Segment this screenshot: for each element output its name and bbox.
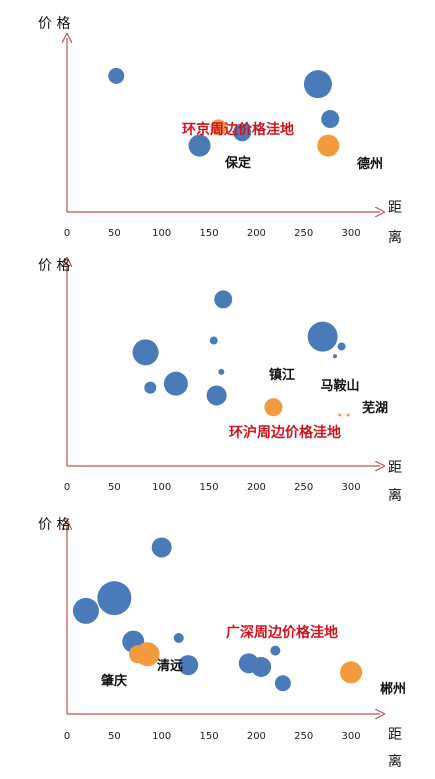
data-point [173, 632, 184, 643]
city-label: 郴州 [380, 682, 406, 697]
y-axis-label: 价 格 [38, 16, 70, 32]
x-tick-label: 250 [294, 731, 313, 742]
city-label: 芜湖 [362, 400, 388, 416]
city-label: 德州 [357, 156, 383, 172]
data-point [274, 675, 291, 692]
data-point [97, 581, 132, 616]
x-axis-label: 距 [388, 727, 402, 743]
city-label: 肇庆 [100, 673, 127, 689]
data-point [337, 342, 346, 351]
x-tick-label: 50 [108, 482, 121, 493]
data-point [332, 354, 337, 359]
x-tick-label: 50 [108, 228, 121, 239]
data-point [108, 67, 125, 84]
highlight-point [135, 642, 160, 667]
x-tick-label: 150 [199, 482, 218, 493]
x-tick-label: 300 [342, 482, 361, 493]
y-axis-label: 价 格 [38, 258, 70, 274]
data-point [163, 371, 188, 396]
x-tick-label: 0 [64, 482, 70, 493]
data-point [206, 385, 227, 406]
data-point [72, 597, 99, 624]
data-point [251, 656, 272, 677]
highlight-point [338, 413, 342, 417]
highlight-point [317, 134, 340, 157]
data-point [321, 110, 340, 129]
data-point [151, 537, 172, 558]
x-axis-label-2: 离 [388, 753, 402, 770]
x-tick-label: 100 [152, 731, 171, 742]
chart-title: 广深周边价格洼地 [226, 624, 338, 641]
data-point [218, 368, 225, 375]
data-point [303, 70, 332, 99]
data-point [209, 336, 218, 345]
x-tick-label: 300 [342, 228, 361, 239]
data-point [307, 321, 338, 352]
x-axis-label-2: 离 [388, 229, 402, 246]
data-point [214, 290, 233, 309]
x-tick-label: 200 [247, 731, 266, 742]
chart-title: 环沪周边价格洼地 [229, 424, 341, 441]
x-tick-label: 150 [199, 228, 218, 239]
x-axis-label: 距 [388, 200, 402, 216]
data-point [270, 645, 281, 656]
data-point [178, 655, 199, 676]
highlight-point [264, 398, 283, 417]
x-tick-label: 300 [342, 731, 361, 742]
x-tick-label: 150 [199, 731, 218, 742]
city-label: 保定 [224, 155, 251, 171]
x-tick-label: 250 [294, 228, 313, 239]
x-tick-label: 0 [64, 228, 70, 239]
city-label: 马鞍山 [320, 378, 359, 394]
x-tick-label: 200 [247, 482, 266, 493]
x-tick-label: 50 [108, 731, 121, 742]
city-label: 镇江 [269, 367, 295, 383]
x-tick-label: 250 [294, 482, 313, 493]
x-tick-label: 100 [152, 228, 171, 239]
x-axis-label: 距 [388, 460, 402, 476]
y-axis-label: 价 格 [38, 517, 70, 533]
data-point [132, 339, 159, 366]
data-point [188, 134, 211, 157]
highlight-point [340, 661, 363, 684]
x-axis-label-2: 离 [388, 487, 402, 504]
x-tick-label: 200 [247, 228, 266, 239]
highlight-point [346, 413, 350, 417]
chart-panel-1: 价 格距离 0 50 100 150 200 250 300 保定 德州 环京周边价格洼地 [38, 16, 402, 246]
city-label: 清远 [157, 658, 183, 674]
chart-title: 环京周边价格洼地 [182, 121, 294, 138]
data-point [144, 381, 157, 394]
data-point [233, 123, 252, 142]
x-tick-label: 0 [64, 731, 70, 742]
x-tick-label: 100 [152, 482, 171, 493]
highlight-point [210, 119, 227, 136]
